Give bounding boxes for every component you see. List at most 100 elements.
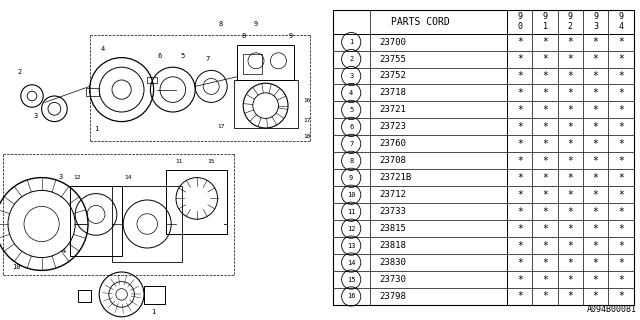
Text: 9: 9 xyxy=(289,33,293,39)
Text: 2: 2 xyxy=(17,68,21,75)
Text: 23752: 23752 xyxy=(379,71,406,81)
Text: 7: 7 xyxy=(349,141,353,147)
Text: *: * xyxy=(517,156,523,166)
Text: *: * xyxy=(593,71,598,81)
Text: *: * xyxy=(593,292,598,301)
Text: *: * xyxy=(568,207,573,217)
Bar xyxy=(147,77,157,83)
Bar xyxy=(166,170,227,234)
Text: 23818: 23818 xyxy=(379,241,406,250)
Text: 23708: 23708 xyxy=(379,156,406,165)
Text: *: * xyxy=(593,37,598,47)
Text: 13: 13 xyxy=(347,243,355,249)
Text: PARTS CORD: PARTS CORD xyxy=(390,17,449,27)
Text: *: * xyxy=(618,224,624,234)
Text: *: * xyxy=(542,88,548,98)
Text: *: * xyxy=(568,105,573,115)
Text: 14: 14 xyxy=(347,260,355,266)
Text: *: * xyxy=(593,258,598,268)
Text: *: * xyxy=(618,190,624,200)
Text: *: * xyxy=(568,173,573,183)
Text: 3: 3 xyxy=(59,174,63,180)
Text: *: * xyxy=(542,156,548,166)
Text: 17: 17 xyxy=(217,124,225,129)
Text: 5: 5 xyxy=(180,52,184,59)
Text: 23730: 23730 xyxy=(379,275,406,284)
Text: *: * xyxy=(517,207,523,217)
Text: A094B00081: A094B00081 xyxy=(587,305,637,314)
Text: *: * xyxy=(618,292,624,301)
Text: 2: 2 xyxy=(349,56,353,62)
Text: *: * xyxy=(568,122,573,132)
Text: *: * xyxy=(618,207,624,217)
Text: *: * xyxy=(542,37,548,47)
Text: *: * xyxy=(568,190,573,200)
Text: *: * xyxy=(542,122,548,132)
Text: *: * xyxy=(618,258,624,268)
Text: *: * xyxy=(542,241,548,251)
Text: 23760: 23760 xyxy=(379,139,406,148)
Text: *: * xyxy=(618,139,624,149)
Text: 23700: 23700 xyxy=(379,37,406,47)
Text: *: * xyxy=(517,88,523,98)
Text: *: * xyxy=(618,275,624,284)
Text: *: * xyxy=(593,156,598,166)
Text: *: * xyxy=(542,292,548,301)
Text: *: * xyxy=(517,71,523,81)
Text: 14: 14 xyxy=(124,175,132,180)
Text: *: * xyxy=(593,190,598,200)
Text: 9
2: 9 2 xyxy=(568,12,573,31)
Text: 11: 11 xyxy=(175,159,183,164)
Text: *: * xyxy=(517,190,523,200)
Text: *: * xyxy=(593,275,598,284)
Text: *: * xyxy=(618,173,624,183)
Text: *: * xyxy=(517,105,523,115)
Text: *: * xyxy=(568,292,573,301)
Bar xyxy=(79,290,92,302)
Text: *: * xyxy=(618,37,624,47)
Text: 11: 11 xyxy=(347,209,355,215)
Text: *: * xyxy=(618,241,624,251)
Text: 9
3: 9 3 xyxy=(593,12,598,31)
Text: *: * xyxy=(517,292,523,301)
Text: 23712: 23712 xyxy=(379,190,406,199)
Text: *: * xyxy=(593,224,598,234)
Text: *: * xyxy=(568,37,573,47)
Text: 12: 12 xyxy=(347,226,355,232)
Text: 23755: 23755 xyxy=(379,54,406,64)
Text: *: * xyxy=(517,258,523,268)
Text: 6: 6 xyxy=(158,52,162,59)
Text: *: * xyxy=(568,139,573,149)
Bar xyxy=(112,186,182,262)
Text: *: * xyxy=(618,88,624,98)
Text: *: * xyxy=(517,54,523,64)
Text: 10: 10 xyxy=(12,264,20,270)
Text: *: * xyxy=(568,88,573,98)
Text: *: * xyxy=(593,105,598,115)
Text: 7: 7 xyxy=(206,56,210,62)
Text: 3: 3 xyxy=(349,73,353,79)
Text: 16: 16 xyxy=(303,98,311,103)
Text: *: * xyxy=(542,190,548,200)
Text: *: * xyxy=(542,105,548,115)
Text: 23815: 23815 xyxy=(379,224,406,233)
Text: 6: 6 xyxy=(349,124,353,130)
Text: 15: 15 xyxy=(347,276,355,283)
Text: 1: 1 xyxy=(152,308,156,315)
Text: 23733: 23733 xyxy=(379,207,406,216)
Text: *: * xyxy=(517,275,523,284)
Bar xyxy=(234,80,298,128)
Bar xyxy=(237,45,294,80)
Text: 23718: 23718 xyxy=(379,88,406,98)
Bar xyxy=(144,286,165,304)
Text: 23723: 23723 xyxy=(379,122,406,132)
Text: 10: 10 xyxy=(347,192,355,198)
Text: *: * xyxy=(593,241,598,251)
Text: *: * xyxy=(568,71,573,81)
Text: *: * xyxy=(542,207,548,217)
Text: *: * xyxy=(542,71,548,81)
Text: *: * xyxy=(593,122,598,132)
Text: *: * xyxy=(568,156,573,166)
Text: 9
0: 9 0 xyxy=(517,12,522,31)
Bar xyxy=(70,186,122,256)
